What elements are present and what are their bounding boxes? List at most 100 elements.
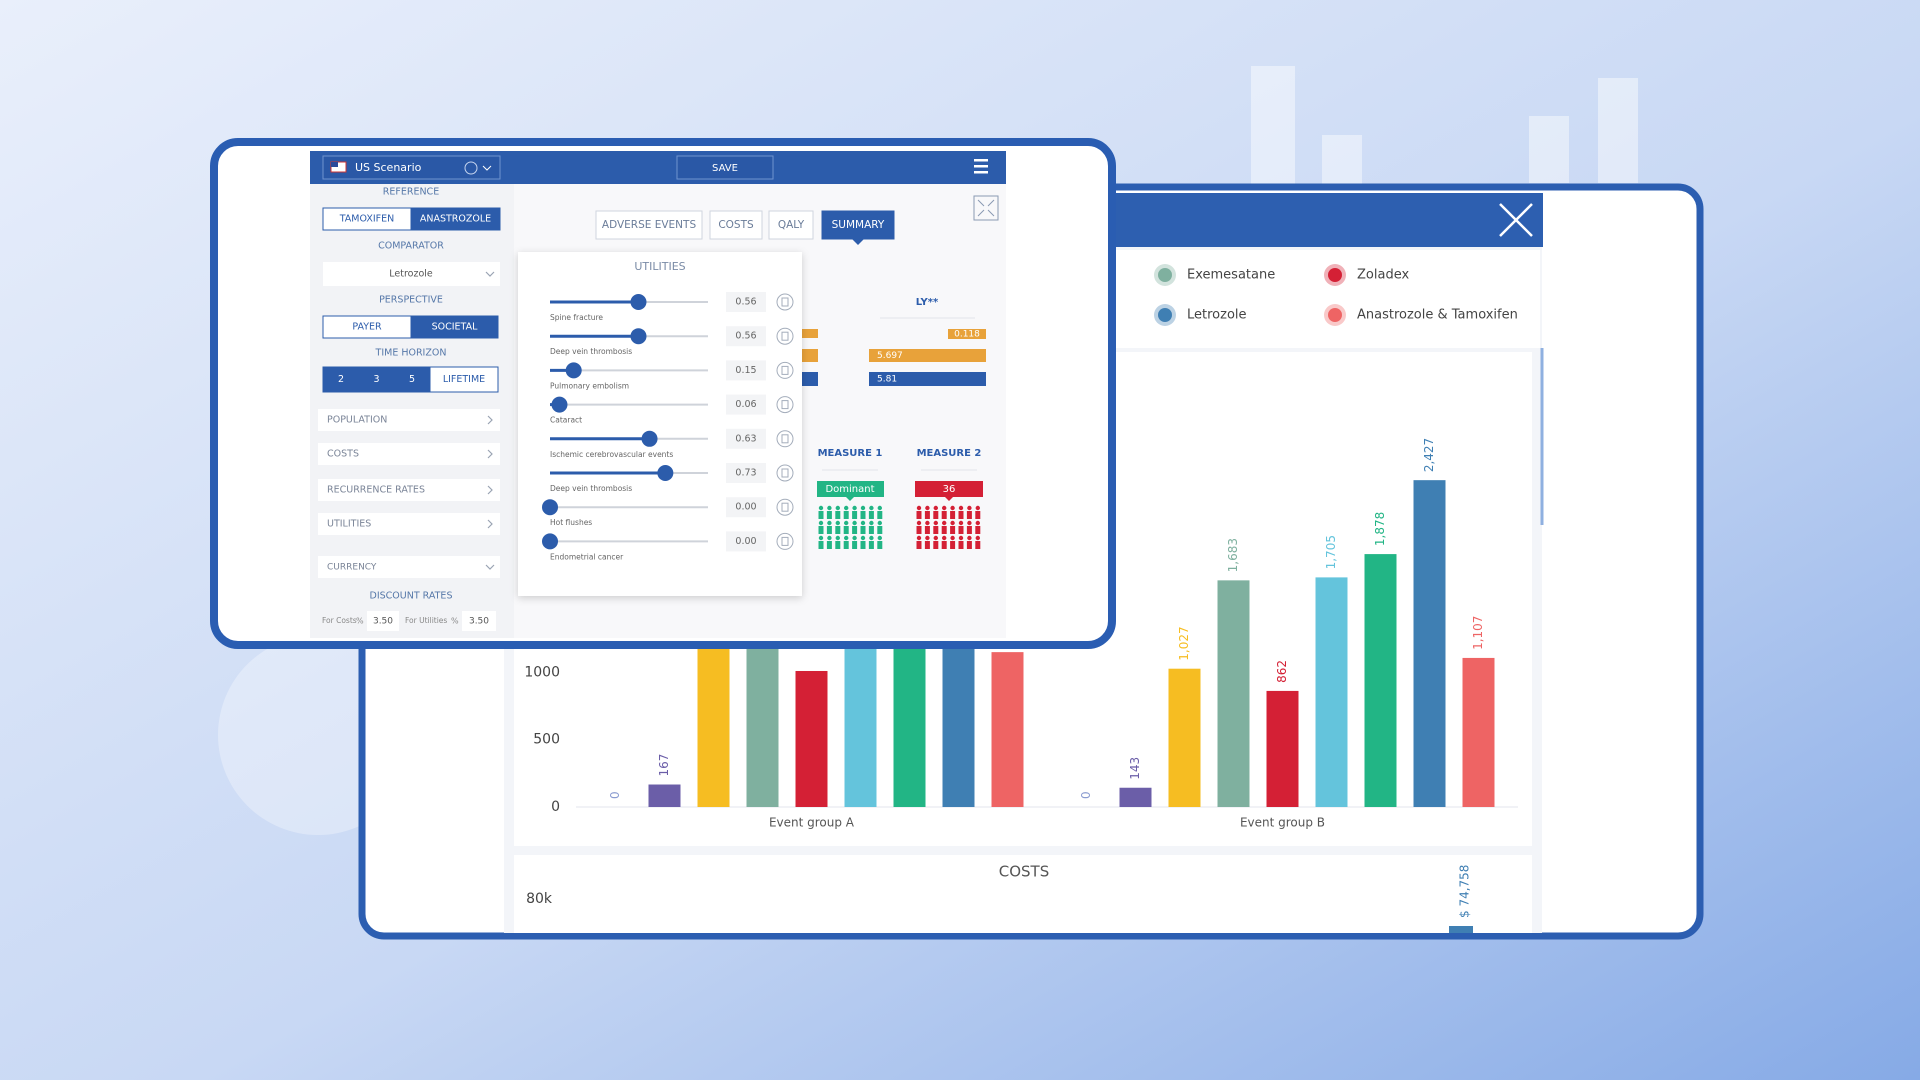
person-head — [844, 535, 849, 541]
person-head — [950, 535, 955, 541]
menu-label[interactable]: POPULATION — [327, 415, 387, 426]
person-body — [924, 511, 930, 519]
slider-knob[interactable] — [657, 465, 674, 481]
person-body — [975, 541, 981, 549]
info-button[interactable] — [776, 464, 794, 482]
menu-label[interactable]: RECURRENCE RATES — [327, 485, 425, 496]
badge-pointer — [846, 497, 854, 501]
sliver — [802, 329, 818, 338]
tab[interactable] — [595, 210, 703, 240]
info-button[interactable] — [776, 498, 794, 516]
chevron — [485, 564, 495, 570]
summary-bar — [948, 329, 986, 339]
toggle-label[interactable]: 3 — [373, 374, 379, 385]
info-button[interactable] — [776, 532, 794, 550]
info-button[interactable] — [776, 327, 794, 345]
tab-label[interactable]: QALY — [778, 219, 805, 231]
measure-badge — [915, 481, 983, 497]
menu-icon-bar — [974, 165, 988, 168]
discount-box[interactable] — [367, 611, 399, 631]
tab-label[interactable]: COSTS — [718, 219, 754, 231]
toggle-label[interactable]: SOCIETAL — [432, 322, 479, 333]
summary-value: 5.697 — [877, 351, 903, 361]
toggle-label[interactable]: 2 — [338, 374, 344, 385]
menu-label[interactable]: COSTS — [327, 449, 359, 460]
info-glyph — [781, 434, 789, 444]
menu-row[interactable] — [318, 443, 500, 465]
toggle-button[interactable] — [358, 366, 395, 393]
person-body — [877, 541, 883, 549]
person-body — [933, 541, 939, 549]
info-button[interactable] — [776, 293, 794, 311]
toggle-label[interactable]: ANASTROZOLE — [420, 214, 491, 225]
toggle-button[interactable] — [429, 366, 499, 393]
slider-value: 0.00 — [735, 502, 756, 513]
discount-box[interactable] — [462, 611, 496, 631]
front-window: US Scenario SAVE REFERENCE TAMOXIFEN ANASTRO… — [210, 138, 1116, 649]
person-head — [925, 505, 930, 511]
slider-knob[interactable] — [565, 362, 582, 379]
person-body — [950, 526, 956, 534]
toggle-label[interactable]: TAMOXIFEN — [339, 214, 395, 225]
currency-select[interactable] — [318, 556, 500, 578]
discount-label: For Utilities — [405, 616, 447, 625]
scenario-name: US Scenario — [355, 161, 422, 174]
slider-knob[interactable] — [551, 396, 568, 413]
toggle-button[interactable] — [393, 366, 431, 393]
menu-row[interactable] — [318, 409, 500, 431]
person-head — [818, 520, 824, 526]
toggle-label[interactable]: LIFETIME — [443, 374, 485, 385]
section-label: TIME HORIZON — [375, 348, 447, 359]
toggle-button[interactable] — [410, 315, 499, 339]
section-label: COMPARATOR — [378, 241, 444, 252]
legend-item[interactable]: Anastrozole & Tamoxifen — [1324, 304, 1518, 326]
info-button[interactable] — [776, 396, 794, 414]
legend-item[interactable]: Zoladex — [1324, 264, 1409, 286]
person-head — [860, 505, 866, 511]
scenario-select[interactable] — [322, 155, 501, 180]
slider-knob[interactable] — [630, 294, 647, 310]
info-button[interactable] — [776, 361, 794, 379]
save-label[interactable]: SAVE — [712, 163, 738, 174]
menu-row[interactable] — [318, 479, 500, 501]
person-head — [942, 505, 947, 511]
save-button[interactable] — [676, 155, 774, 180]
info-button[interactable] — [776, 430, 794, 448]
toggle-label[interactable]: PAYER — [352, 322, 382, 333]
expand-button[interactable] — [973, 195, 999, 221]
tab-label[interactable]: ADVERSE EVENTS — [602, 219, 697, 231]
person-head — [933, 520, 938, 526]
tab[interactable] — [709, 210, 763, 240]
slider-knob[interactable] — [630, 328, 647, 345]
person-head — [835, 505, 840, 511]
bar — [1364, 554, 1397, 807]
value-box — [726, 326, 766, 347]
tab[interactable] — [768, 210, 814, 240]
menu-row[interactable] — [318, 513, 500, 535]
person-head — [958, 535, 964, 541]
slider-knob[interactable] — [542, 533, 558, 550]
legend-item[interactable]: Exemesatane — [1154, 264, 1275, 286]
person-head — [916, 505, 922, 511]
chevron — [482, 165, 492, 171]
person-body — [958, 511, 964, 519]
toggle-button[interactable] — [410, 207, 501, 231]
person-head — [950, 520, 955, 526]
person-head — [958, 520, 964, 526]
person-head — [869, 505, 874, 511]
toggle-label[interactable]: 5 — [409, 374, 415, 385]
slider-label: Spine fracture — [550, 313, 603, 322]
slider-knob[interactable] — [641, 430, 658, 447]
menu-icon-bar — [974, 171, 988, 174]
value-box — [726, 394, 766, 415]
slider-knob[interactable] — [542, 499, 558, 516]
comparator-select[interactable] — [323, 262, 500, 286]
bar-value-label: 143 — [1128, 757, 1142, 780]
menu-label[interactable]: UTILITIES — [327, 519, 371, 530]
costs-card — [514, 855, 1532, 933]
legend-item[interactable]: Letrozole — [1154, 304, 1247, 326]
tab-label[interactable]: SUMMARY — [832, 219, 885, 231]
tab[interactable] — [821, 210, 895, 240]
close-button[interactable] — [1499, 203, 1533, 237]
costs-y-tick-label: 80k — [526, 891, 553, 907]
